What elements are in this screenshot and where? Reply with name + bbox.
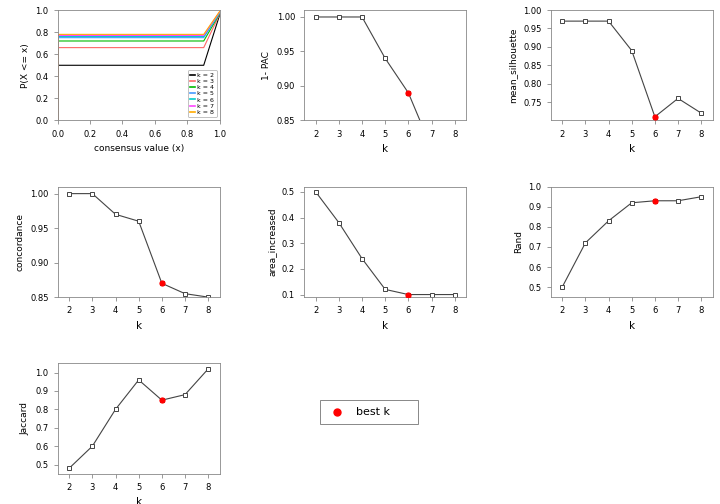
Y-axis label: Rand: Rand: [514, 230, 523, 254]
k = 8: [125, 31, 133, 37]
k = 3: [119, 44, 127, 50]
k = 7: [180, 32, 189, 38]
k = 3: [125, 44, 133, 50]
k = 7: [215, 9, 224, 15]
k = 5: [125, 35, 133, 41]
k = 4: [165, 38, 174, 44]
k = 2: [53, 117, 62, 123]
Text: best k: best k: [356, 407, 390, 417]
k = 6: [165, 34, 174, 40]
k = 3: [183, 44, 192, 50]
k = 8: [165, 31, 174, 37]
Y-axis label: concordance: concordance: [16, 213, 24, 271]
k = 3: [165, 44, 174, 50]
k = 6: [53, 117, 62, 123]
k = 6: [215, 9, 224, 15]
k = 4: [183, 38, 192, 44]
X-axis label: k: k: [135, 497, 142, 504]
Line: k = 6: k = 6: [58, 12, 220, 120]
k = 7: [53, 117, 62, 123]
k = 3: [180, 44, 189, 50]
k = 2: [119, 62, 127, 69]
k = 5: [180, 35, 189, 41]
k = 4: [180, 38, 189, 44]
k = 8: [180, 31, 189, 37]
k = 4: [53, 117, 62, 123]
k = 5: [70, 35, 78, 41]
Line: k = 2: k = 2: [58, 15, 220, 120]
k = 3: [70, 44, 78, 50]
k = 7: [70, 32, 78, 38]
k = 4: [215, 11, 224, 17]
k = 7: [165, 32, 174, 38]
k = 8: [53, 117, 62, 123]
k = 8: [183, 31, 192, 37]
Y-axis label: 1- PAC: 1- PAC: [262, 51, 271, 80]
k = 5: [119, 35, 127, 41]
Legend: k = 2, k = 3, k = 4, k = 5, k = 6, k = 7, k = 8: k = 2, k = 3, k = 4, k = 5, k = 6, k = 7…: [188, 70, 217, 117]
k = 2: [165, 62, 174, 69]
Line: k = 4: k = 4: [58, 14, 220, 120]
X-axis label: k: k: [382, 321, 388, 331]
k = 5: [215, 10, 224, 16]
k = 2: [180, 62, 189, 69]
X-axis label: k: k: [135, 321, 142, 331]
k = 6: [119, 34, 127, 40]
k = 8: [215, 8, 224, 14]
Y-axis label: mean_silhouette: mean_silhouette: [508, 28, 518, 103]
k = 6: [180, 34, 189, 40]
k = 6: [125, 34, 133, 40]
Line: k = 7: k = 7: [58, 12, 220, 120]
k = 2: [215, 12, 224, 18]
Y-axis label: P(X <= x): P(X <= x): [21, 43, 30, 88]
Line: k = 3: k = 3: [58, 14, 220, 120]
X-axis label: consensus value (x): consensus value (x): [94, 144, 184, 153]
k = 3: [53, 117, 62, 123]
Line: k = 8: k = 8: [58, 11, 220, 120]
X-axis label: k: k: [382, 144, 388, 154]
k = 8: [70, 31, 78, 37]
k = 7: [125, 32, 133, 38]
X-axis label: k: k: [629, 144, 635, 154]
k = 2: [183, 62, 192, 69]
Y-axis label: area_increased: area_increased: [267, 208, 276, 276]
k = 5: [165, 35, 174, 41]
k = 6: [70, 34, 78, 40]
k = 5: [183, 35, 192, 41]
k = 7: [119, 32, 127, 38]
k = 8: [119, 31, 127, 37]
k = 5: [53, 117, 62, 123]
Y-axis label: Jaccard: Jaccard: [21, 402, 30, 435]
X-axis label: k: k: [629, 321, 635, 331]
k = 4: [125, 38, 133, 44]
k = 7: [183, 32, 192, 38]
k = 6: [183, 34, 192, 40]
k = 2: [125, 62, 133, 69]
Line: k = 5: k = 5: [58, 13, 220, 120]
k = 4: [119, 38, 127, 44]
k = 2: [70, 62, 78, 69]
k = 3: [215, 11, 224, 17]
k = 4: [70, 38, 78, 44]
